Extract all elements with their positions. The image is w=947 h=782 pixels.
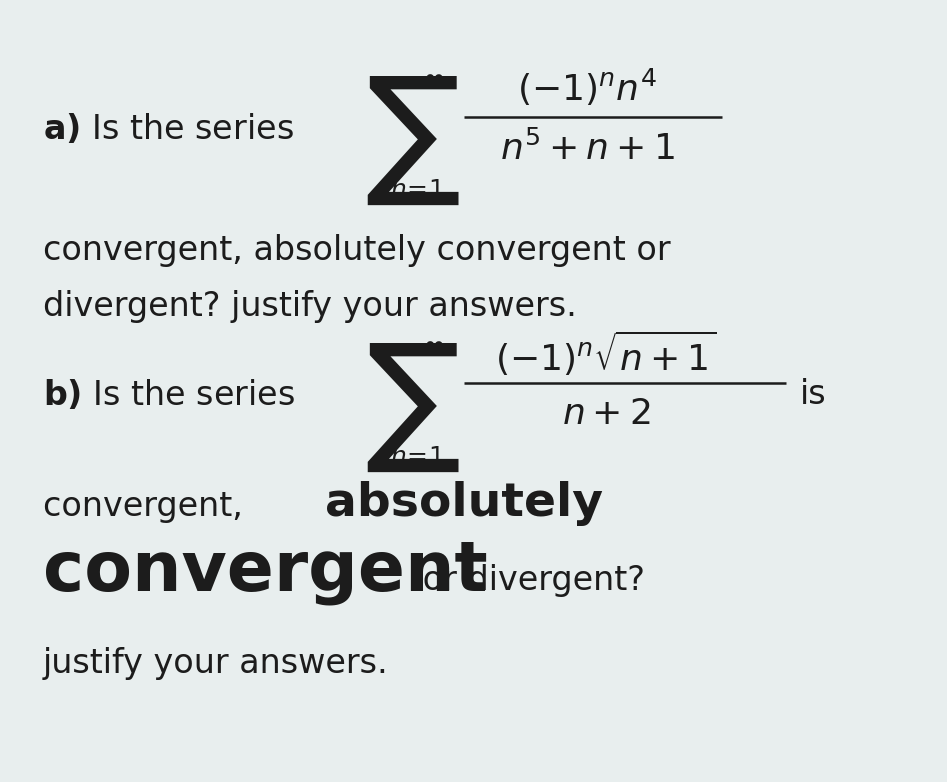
Text: $n^5 + n + 1$: $n^5 + n + 1$	[500, 131, 674, 167]
Text: divergent? justify your answers.: divergent? justify your answers.	[43, 290, 577, 323]
Text: $n + 2$: $n + 2$	[562, 397, 651, 432]
Text: is: is	[800, 378, 827, 411]
Text: convergent,: convergent,	[43, 490, 253, 523]
Text: convergent, absolutely convergent or: convergent, absolutely convergent or	[43, 234, 670, 267]
Text: absolutely: absolutely	[325, 481, 603, 526]
Text: or divergent?: or divergent?	[412, 565, 645, 597]
Text: $\sum$: $\sum$	[365, 342, 459, 475]
Text: $(-1)^n \sqrt{n+1}$: $(-1)^n \sqrt{n+1}$	[495, 329, 717, 378]
Text: $n\!=\!1$: $n\!=\!1$	[389, 446, 444, 469]
Text: $(-1)^n n^4$: $(-1)^n n^4$	[517, 67, 657, 108]
Text: $\sum$: $\sum$	[365, 74, 459, 207]
Text: convergent: convergent	[43, 538, 488, 605]
Text: $n\!=\!1$: $n\!=\!1$	[389, 178, 444, 202]
Text: justify your answers.: justify your answers.	[43, 647, 388, 680]
Text: $\infty$: $\infty$	[421, 332, 444, 359]
Text: $\mathbf{a)}$ Is the series: $\mathbf{a)}$ Is the series	[43, 112, 294, 146]
Text: $\mathbf{b)}$ Is the series: $\mathbf{b)}$ Is the series	[43, 378, 295, 412]
Text: $\infty$: $\infty$	[421, 65, 444, 91]
